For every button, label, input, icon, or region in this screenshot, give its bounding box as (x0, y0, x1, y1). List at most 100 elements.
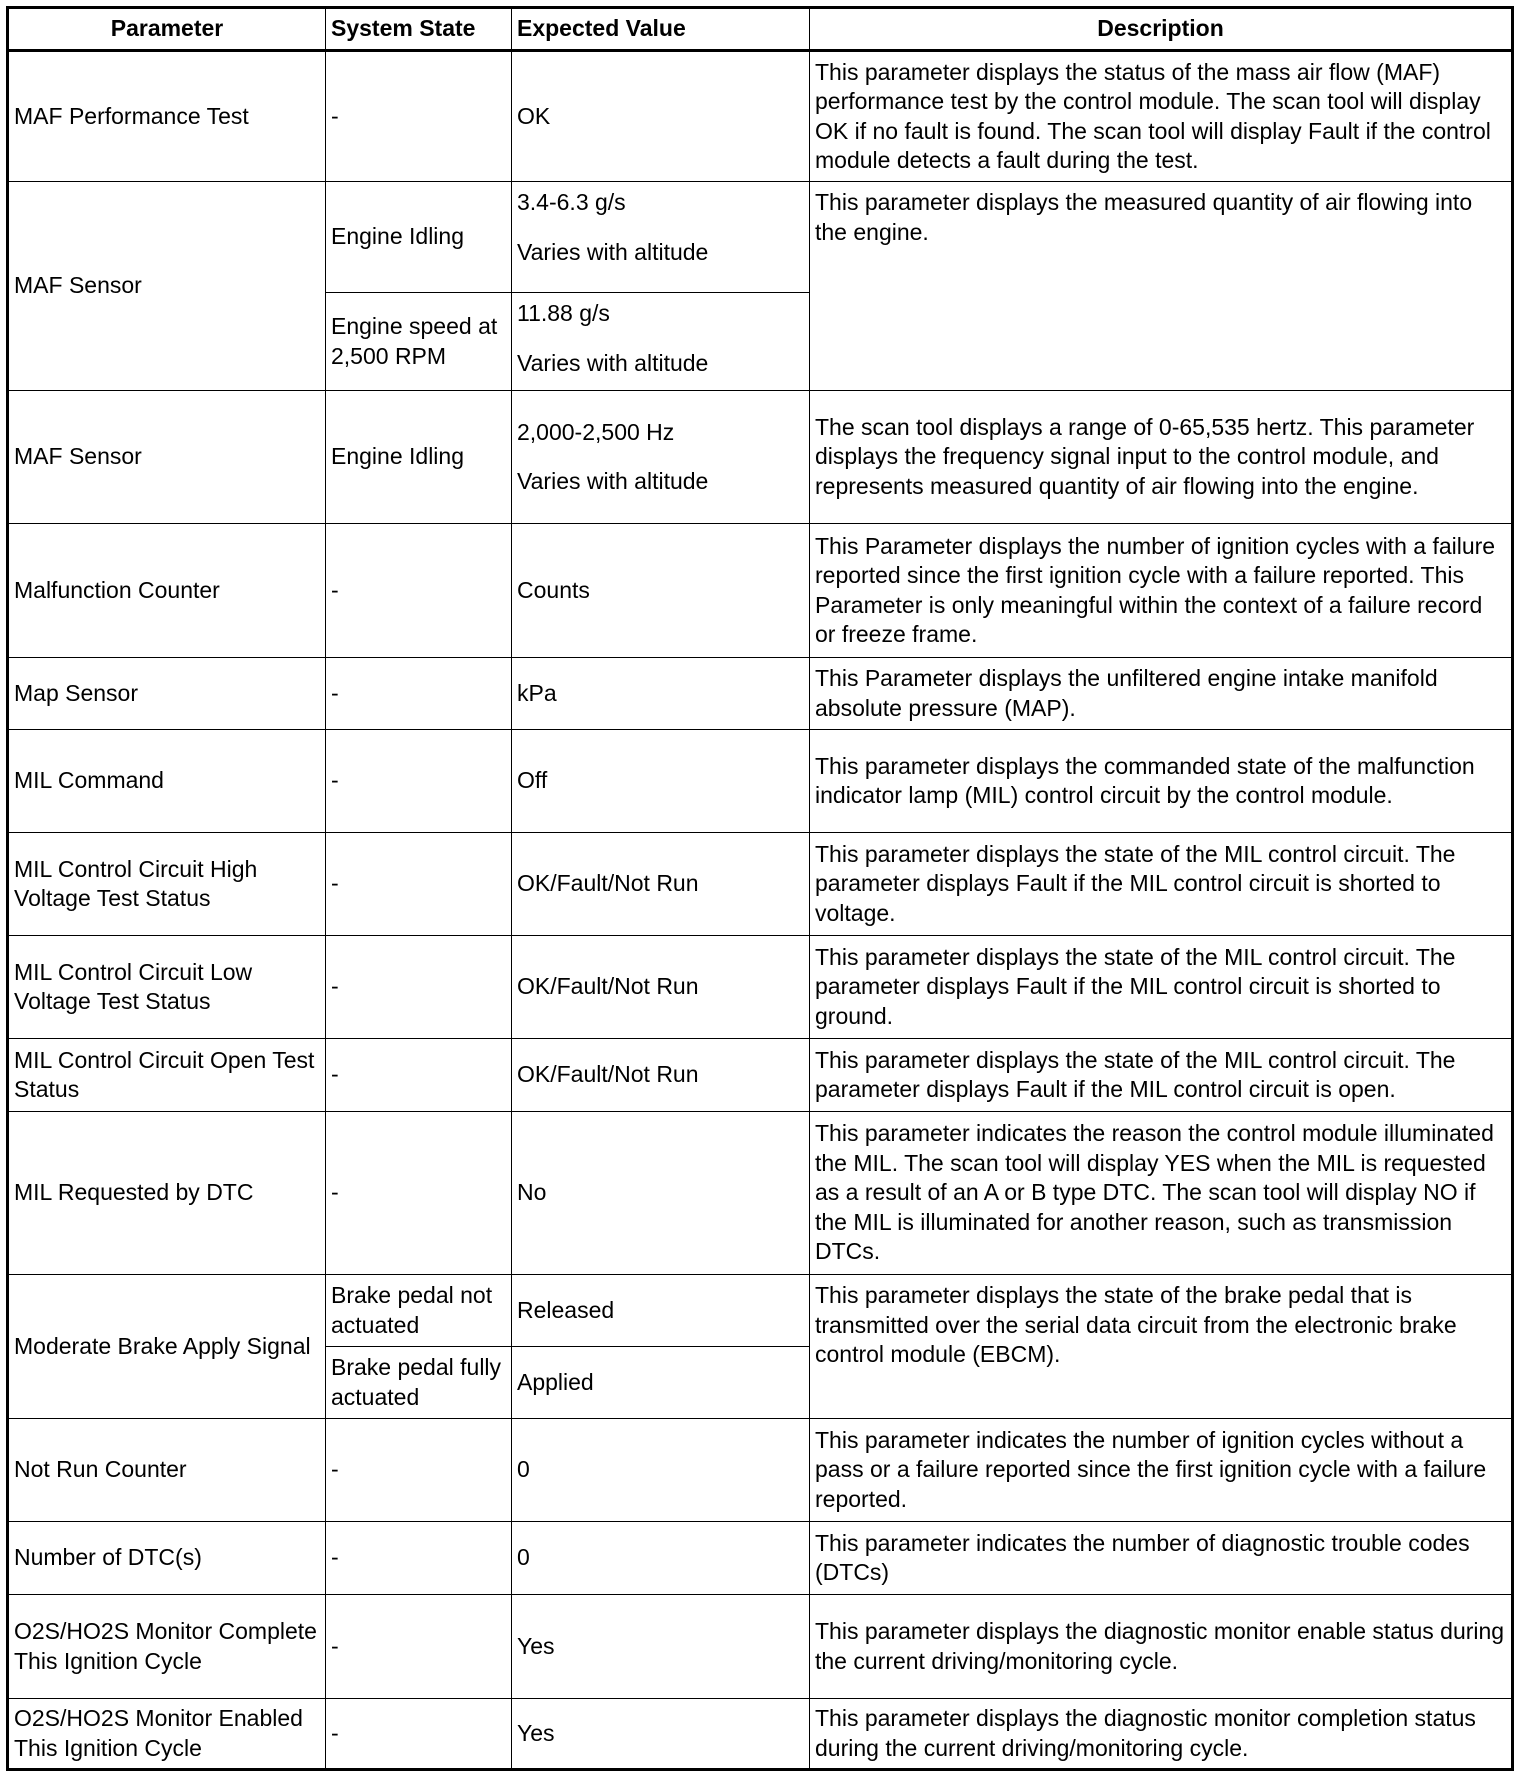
expected-value-cell-text: Off (517, 767, 548, 794)
expected-value-cell: Yes (511, 1594, 810, 1699)
system-state-cell: Brake pedal fully actuated (325, 1346, 512, 1419)
system-state-cell: - (325, 729, 512, 833)
parameter-cell-text: Not Run Counter (14, 1456, 187, 1483)
table-row: O2S/HO2S Monitor Complete This Ignition … (7, 1594, 1513, 1699)
system-state-cell-text: - (331, 102, 339, 129)
system-state-cell: - (325, 935, 512, 1039)
parameter-cell-text: MAF Sensor (14, 443, 142, 470)
system-state-cell-text: - (331, 1061, 339, 1088)
parameter-cell: MAF Sensor (7, 390, 326, 524)
expected-value-cell-text: OK (517, 102, 551, 129)
header-expected-value: Expected Value (511, 7, 810, 52)
description-cell-text: This parameter displays the diagnostic m… (815, 1705, 1476, 1761)
table-row: Not Run Counter - 0 This parameter indicate… (7, 1418, 1513, 1522)
description-cell-text: The scan tool displays a range of 0-65,5… (815, 413, 1475, 499)
description-cell: This parameter displays the status of th… (809, 50, 1513, 182)
system-state-cell: - (325, 50, 512, 182)
description-cell: This parameter indicates the reason the … (809, 1111, 1513, 1275)
system-state-cell-text: - (331, 1456, 339, 1483)
header-system-state: System State (325, 7, 512, 52)
system-state-cell-text: - (331, 870, 339, 897)
expected-value-cell-text: 0 (517, 1456, 530, 1483)
system-state-cell: - (325, 1038, 512, 1112)
parameter-cell: Map Sensor (7, 657, 326, 730)
expected-value-cell-text: Yes (517, 1632, 555, 1659)
parameter-cell: Number of DTC(s) (7, 1521, 326, 1595)
expected-value-cell-text: 11.88 g/s (517, 300, 610, 326)
parameter-cell-text: MIL Requested by DTC (14, 1179, 254, 1206)
system-state-cell: - (325, 523, 512, 658)
parameter-cell-text: Malfunction Counter (14, 576, 220, 603)
description-cell: This Parameter displays the unfiltered e… (809, 657, 1513, 730)
expected-value-cell: Counts (511, 523, 810, 658)
expected-value-cell-text: Released (517, 1296, 615, 1323)
table-row: Brake pedal fully actuated Applied (8, 1346, 1513, 1419)
value-note: Varies with altitude (517, 468, 709, 494)
expected-value-cell-text: 3.4-6.3 g/s (517, 189, 626, 215)
header-parameter: Parameter (7, 7, 326, 52)
table-row: Map Sensor - kPa This Parameter displays th… (7, 657, 1513, 730)
expected-value-cell-text: OK/Fault/Not Run (517, 973, 699, 1000)
parameter-table: Parameter System State Expected Value De… (6, 6, 1514, 1771)
parameter-cell-text: MIL Control Circuit Open Test Status (14, 1046, 315, 1103)
table-row: MIL Command - Off This parameter displays t… (7, 729, 1513, 833)
table-row: Malfunction Counter - Counts This Parameter… (7, 523, 1513, 658)
parameter-cell: MIL Control Circuit Open Test Status (7, 1038, 326, 1112)
parameter-cell: Moderate Brake Apply Signal (7, 1274, 326, 1419)
system-state-cell-text: - (331, 1179, 339, 1206)
table-row: MAF Sensor Engine Idling 3.4-6.3 g/s Varies… (7, 181, 1513, 391)
table-row: MIL Control Circuit Low Voltage Test Sta… (7, 935, 1513, 1039)
expected-value-cell: No (511, 1111, 810, 1275)
parameter-cell: MIL Control Circuit Low Voltage Test Sta… (7, 935, 326, 1039)
expected-value-cell-text: Counts (517, 576, 590, 603)
parameter-cell-text: Map Sensor (14, 679, 139, 706)
parameter-cell: MAF Sensor (7, 181, 326, 391)
expected-value-cell-text: Applied (517, 1368, 594, 1395)
description-cell-text: This parameter displays the state of the… (815, 1282, 1457, 1367)
system-state-cell-text: - (331, 679, 339, 706)
description-cell-text: This parameter displays the state of the… (815, 943, 1456, 1029)
parameter-cell-text: MAF Sensor (14, 272, 142, 299)
parameter-cell: Not Run Counter (7, 1418, 326, 1522)
header-row: Parameter System State Expected Value De… (7, 7, 1513, 52)
expected-value-cell: 0 (511, 1418, 810, 1522)
description-cell-text: This parameter indicates the number of d… (815, 1529, 1470, 1586)
table-row: MIL Control Circuit Open Test Status - OK/… (7, 1038, 1513, 1112)
expected-value-cell: 0 (511, 1521, 810, 1595)
description-cell-text: This parameter indicates the number of i… (815, 1426, 1487, 1512)
expected-value-cell: OK/Fault/Not Run (511, 1038, 810, 1112)
expected-value-cell: kPa (511, 657, 810, 730)
description-cell-text: This parameter displays the status of th… (815, 58, 1491, 174)
system-state-cell-text: Engine speed at 2,500 RPM (331, 313, 498, 369)
system-state-cell-text: - (331, 767, 339, 794)
description-cell-text: This parameter displays the measured qua… (815, 189, 1473, 245)
description-cell: This parameter displays the state of the… (809, 832, 1513, 936)
description-cell-text: This parameter displays the commanded st… (815, 752, 1475, 809)
table-row: MAF Sensor Engine Idling 2,000-2,500 Hz Var… (7, 390, 1513, 524)
system-state-cell-text: Engine Idling (331, 443, 464, 470)
description-cell-text: This parameter displays the diagnostic m… (815, 1618, 1505, 1674)
table-row: MIL Control Circuit High Voltage Test St… (7, 832, 1513, 936)
expected-value-cell: 2,000-2,500 Hz Varies with altitude (511, 390, 810, 524)
header-description: Description (809, 7, 1513, 52)
system-state-cell: Engine speed at 2,500 RPM (325, 292, 512, 391)
parameter-cell-text: MIL Control Circuit High Voltage Test St… (14, 855, 258, 912)
value-note: Varies with altitude (517, 349, 709, 376)
system-state-cell-text: Brake pedal fully actuated (331, 1354, 502, 1410)
description-cell: This parameter displays the diagnostic m… (809, 1698, 1513, 1770)
expected-value-cell: 3.4-6.3 g/s Varies with altitude (511, 181, 810, 293)
description-cell: This parameter displays the state of the… (809, 935, 1513, 1039)
expected-value-cell: OK/Fault/Not Run (511, 935, 810, 1039)
description-cell: This parameter displays the measured qua… (809, 181, 1513, 391)
table-row: Moderate Brake Apply Signal Brake pedal n… (7, 1274, 1513, 1419)
parameter-cell-text: MAF Performance Test (14, 102, 249, 129)
system-state-cell: - (325, 1111, 512, 1275)
expected-value-cell-text: 2,000-2,500 Hz (517, 418, 675, 445)
system-state-cell: Engine Idling (325, 390, 512, 524)
parameter-cell-text: Moderate Brake Apply Signal (14, 1332, 311, 1359)
parameter-cell-text: O2S/HO2S Monitor Complete This Ignition … (14, 1618, 317, 1674)
parameter-cell-text: Number of DTC(s) (14, 1544, 202, 1571)
description-cell: This parameter displays the commanded st… (809, 729, 1513, 833)
parameter-cell: MIL Requested by DTC (7, 1111, 326, 1275)
expected-value-cell: Off (511, 729, 810, 833)
